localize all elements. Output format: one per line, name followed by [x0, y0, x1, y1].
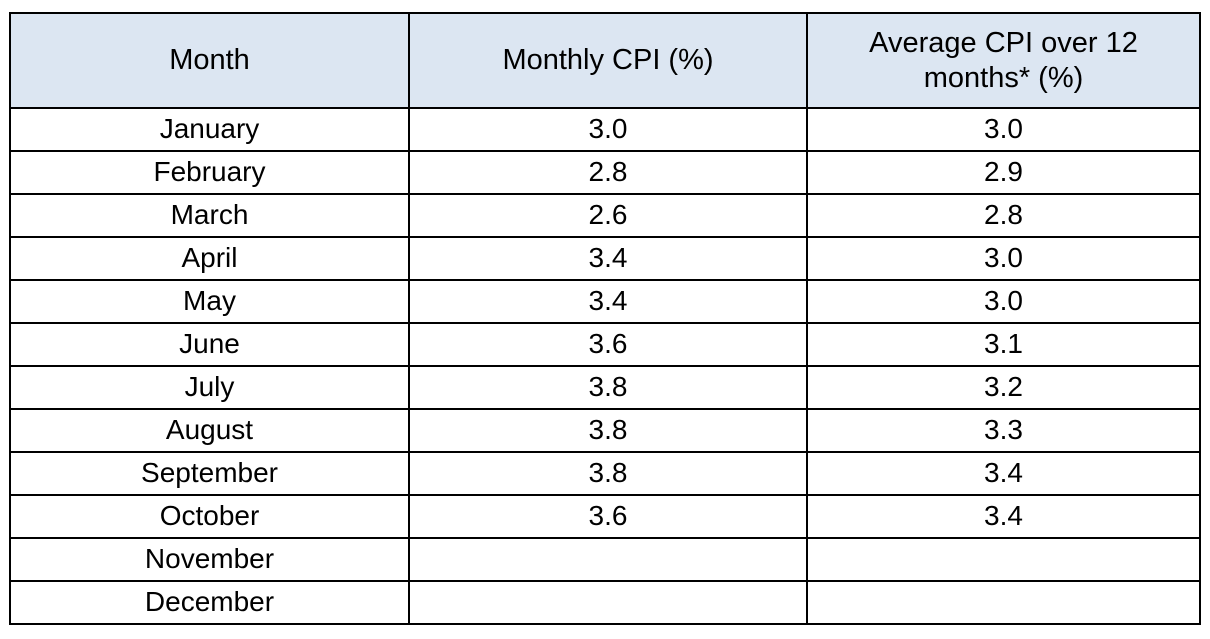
month-cell: July: [9, 365, 410, 410]
table-row: December: [9, 580, 1201, 625]
table-row: November: [9, 537, 1201, 582]
month-cell: April: [9, 236, 410, 281]
month-cell: October: [9, 494, 410, 539]
monthly-cpi-cell: 3.8: [408, 408, 808, 453]
month-cell: August: [9, 408, 410, 453]
table-row: January 3.0 3.0: [9, 107, 1201, 152]
table-row: February 2.8 2.9: [9, 150, 1201, 195]
avg-cpi-cell: 3.2: [806, 365, 1201, 410]
month-cell: March: [9, 193, 410, 238]
monthly-cpi-cell: 3.4: [408, 279, 808, 324]
month-cell: December: [9, 580, 410, 625]
header-monthly-cpi: Monthly CPI (%): [408, 12, 808, 109]
avg-cpi-cell: 3.4: [806, 494, 1201, 539]
table-row: March 2.6 2.8: [9, 193, 1201, 238]
monthly-cpi-cell: [408, 580, 808, 625]
table-row: October 3.6 3.4: [9, 494, 1201, 539]
avg-cpi-cell: 3.4: [806, 451, 1201, 496]
monthly-cpi-cell: 2.8: [408, 150, 808, 195]
monthly-cpi-cell: 3.8: [408, 365, 808, 410]
month-cell: June: [9, 322, 410, 367]
header-month: Month: [9, 12, 410, 109]
avg-cpi-cell: 2.9: [806, 150, 1201, 195]
month-cell: November: [9, 537, 410, 582]
avg-cpi-cell: 3.0: [806, 279, 1201, 324]
monthly-cpi-cell: 3.6: [408, 494, 808, 539]
header-average-cpi: Average CPI over 12 months* (%): [806, 12, 1201, 109]
avg-cpi-cell: 3.3: [806, 408, 1201, 453]
table-row: May 3.4 3.0: [9, 279, 1201, 324]
table-row: August 3.8 3.3: [9, 408, 1201, 453]
month-cell: May: [9, 279, 410, 324]
table-row: July 3.8 3.2: [9, 365, 1201, 410]
table-row: April 3.4 3.0: [9, 236, 1201, 281]
avg-cpi-cell: 3.0: [806, 236, 1201, 281]
month-cell: September: [9, 451, 410, 496]
avg-cpi-cell: 3.0: [806, 107, 1201, 152]
monthly-cpi-cell: 3.6: [408, 322, 808, 367]
monthly-cpi-cell: 2.6: [408, 193, 808, 238]
monthly-cpi-cell: 3.4: [408, 236, 808, 281]
avg-cpi-cell: [806, 537, 1201, 582]
cpi-table: Month Monthly CPI (%) Average CPI over 1…: [9, 12, 1201, 625]
month-cell: January: [9, 107, 410, 152]
monthly-cpi-cell: [408, 537, 808, 582]
monthly-cpi-cell: 3.0: [408, 107, 808, 152]
avg-cpi-cell: 3.1: [806, 322, 1201, 367]
monthly-cpi-cell: 3.8: [408, 451, 808, 496]
header-row: Month Monthly CPI (%) Average CPI over 1…: [9, 12, 1201, 109]
table-row: September 3.8 3.4: [9, 451, 1201, 496]
table-row: June 3.6 3.1: [9, 322, 1201, 367]
avg-cpi-cell: [806, 580, 1201, 625]
month-cell: February: [9, 150, 410, 195]
avg-cpi-cell: 2.8: [806, 193, 1201, 238]
